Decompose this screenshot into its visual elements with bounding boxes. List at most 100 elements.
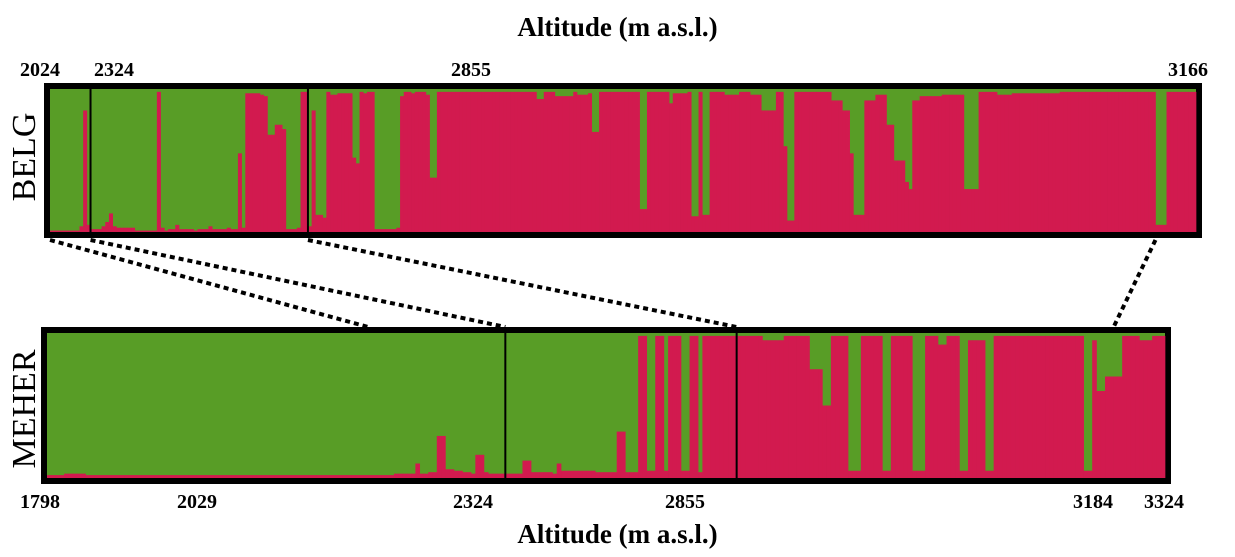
admixture-bar <box>459 91 464 232</box>
admixture-bar <box>295 475 301 478</box>
admixture-bar <box>321 475 326 478</box>
admixture-bar <box>61 230 66 232</box>
admixture-bar <box>105 221 110 232</box>
admixture-bar <box>342 475 348 478</box>
admixture-bar <box>1052 93 1057 232</box>
admixture-bar <box>882 94 887 232</box>
admixture-bar <box>505 473 510 478</box>
admixture-bar <box>484 91 489 232</box>
admixture-bar <box>1081 91 1086 232</box>
admixture-bar <box>732 335 737 478</box>
admixture-bar <box>153 230 158 232</box>
admixture-bar <box>839 335 845 478</box>
admixture-bar <box>830 335 836 478</box>
admixture-bar <box>680 470 686 478</box>
admixture-bar <box>573 91 578 232</box>
admixture-bar <box>805 335 810 478</box>
admixture-bar <box>414 91 419 232</box>
admixture-bar <box>1100 391 1106 478</box>
admixture-bar <box>1023 335 1029 478</box>
admixture-bar <box>445 469 450 478</box>
admixture-bar <box>479 454 485 478</box>
admixture-bar <box>540 99 545 232</box>
admixture-bar <box>244 475 249 478</box>
admixture-bar <box>672 93 677 232</box>
admixture-bar <box>128 475 134 478</box>
admixture-bar <box>879 94 884 232</box>
admixture-bar <box>368 475 373 478</box>
admixture-bar <box>1002 335 1007 478</box>
connector-line <box>90 238 506 329</box>
admixture-bar <box>899 335 905 478</box>
admixture-bar <box>650 470 656 478</box>
admixture-bar <box>1048 93 1053 232</box>
admixture-bar <box>937 344 943 478</box>
admixture-bar <box>1036 335 1042 478</box>
admixture-bar <box>698 472 703 478</box>
admixture-bar <box>629 472 635 478</box>
admixture-bar <box>466 91 471 232</box>
admixture-bar <box>565 96 570 233</box>
admixture-bar <box>758 335 763 478</box>
admixture-bar <box>433 177 438 232</box>
admixture-bar <box>182 229 187 232</box>
admixture-bar <box>586 470 592 478</box>
admixture-bar <box>612 472 618 478</box>
admixture-bar <box>190 229 195 232</box>
admixture-bar <box>425 94 430 232</box>
admixture-bar <box>963 470 969 478</box>
admixture-bar <box>119 475 125 478</box>
admixture-bar <box>842 110 847 232</box>
admixture-bar <box>728 94 733 232</box>
admixture-bar <box>252 93 257 232</box>
admixture-bar <box>823 91 828 232</box>
admixture-bar <box>915 100 920 232</box>
admixture-bar <box>377 229 382 232</box>
admixture-bar <box>475 454 480 478</box>
admixture-bar <box>311 110 316 232</box>
admixture-bar <box>525 91 530 232</box>
admixture-bar <box>1105 376 1110 478</box>
admixture-bar <box>436 91 441 232</box>
admixture-bar <box>223 229 228 232</box>
admixture-bar <box>908 189 913 232</box>
admixture-bar <box>1070 91 1075 232</box>
admixture-bar <box>535 472 540 478</box>
admixture-bar <box>993 335 999 478</box>
admixture-bar <box>97 229 102 232</box>
admixture-bar <box>219 229 224 232</box>
admixture-bar <box>376 475 382 478</box>
admixture-bar <box>845 110 850 232</box>
admixture-bar <box>1092 340 1097 478</box>
admixture-bar <box>429 177 434 232</box>
admixture-bar <box>580 94 585 232</box>
admixture-bar <box>582 470 588 478</box>
admixture-bar <box>1126 335 1132 478</box>
admixture-bar <box>775 340 780 478</box>
admixture-bar <box>315 214 320 232</box>
admixture-bar <box>871 100 876 232</box>
admixture-bar <box>521 91 526 232</box>
admixture-bar <box>175 224 180 232</box>
admixture-bar <box>503 91 508 232</box>
admixture-bar <box>702 335 708 478</box>
admixture-bar <box>1022 93 1027 232</box>
admixture-bar <box>1181 91 1186 232</box>
admixture-bar <box>1155 224 1160 232</box>
admixture-bar <box>209 475 215 478</box>
admixture-bar <box>76 473 82 478</box>
admixture-bar <box>531 472 536 478</box>
admixture-bar <box>952 94 957 232</box>
admixture-bar <box>518 473 523 478</box>
admixture-bar <box>941 94 946 232</box>
admixture-bar <box>558 96 563 233</box>
admixture-bar <box>683 93 688 232</box>
admixture-bar <box>248 475 253 478</box>
admixture-bar <box>1055 93 1060 232</box>
bottom-axis-title: Altitude (m a.s.l.) <box>517 519 718 549</box>
admixture-bar <box>197 229 202 232</box>
admixture-bar <box>912 100 917 232</box>
admixture-bar <box>809 91 814 232</box>
admixture-bar <box>458 470 463 478</box>
admixture-bar <box>621 91 626 232</box>
